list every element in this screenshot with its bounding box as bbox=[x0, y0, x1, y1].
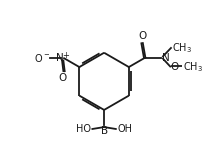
Text: N: N bbox=[162, 53, 170, 62]
Text: +: + bbox=[62, 50, 69, 59]
Text: CH$_3$: CH$_3$ bbox=[183, 60, 203, 74]
Text: B: B bbox=[100, 126, 108, 136]
Text: CH$_3$: CH$_3$ bbox=[172, 41, 192, 55]
Text: HO: HO bbox=[76, 124, 91, 134]
Text: O: O bbox=[171, 62, 179, 72]
Text: OH: OH bbox=[117, 124, 132, 134]
Text: O$^-$: O$^-$ bbox=[34, 52, 50, 64]
Text: N: N bbox=[56, 53, 63, 62]
Text: O: O bbox=[139, 31, 147, 41]
Text: O: O bbox=[59, 73, 67, 83]
